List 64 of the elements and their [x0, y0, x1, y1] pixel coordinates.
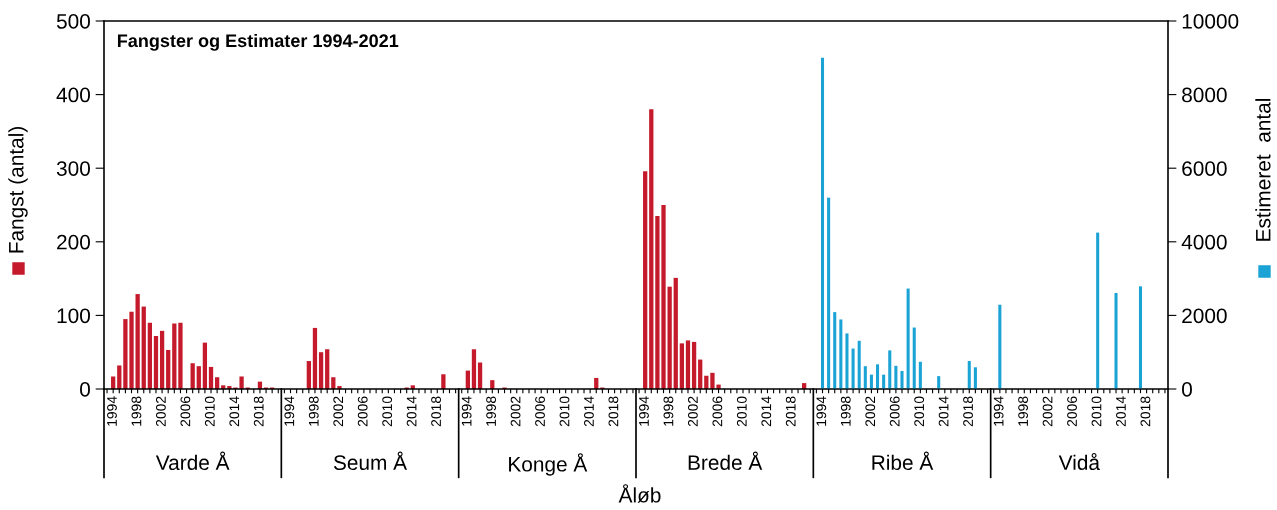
x-tick-label: 2002	[333, 396, 344, 427]
y-tick-label: 400	[56, 87, 90, 103]
y2-axis-title: Estimeret antal	[1255, 99, 1271, 241]
x-tick-label: 2010	[1091, 396, 1102, 427]
x-tick-label: 2002	[510, 396, 521, 427]
x-tick-label: 1998	[131, 396, 142, 426]
x-tick-label: 1998	[1018, 396, 1029, 426]
y-tick-label: 100	[57, 308, 90, 324]
x-tick-label: 2010	[559, 396, 570, 427]
x-tick-label: 1994	[107, 396, 117, 426]
x-tick-label: 2006	[1067, 396, 1077, 427]
x-tick-label: 2018	[963, 396, 973, 427]
x-tick-label: 2010	[204, 396, 215, 427]
x-tick-label: 2002	[1042, 396, 1053, 427]
x-tick-label: 2014	[406, 396, 417, 427]
x-tick-label: 2010	[914, 396, 925, 427]
y-axis-title: Fangst (antal)	[8, 127, 28, 253]
x-tick-label: 2018	[431, 396, 441, 427]
x-tick-label: 1998	[840, 396, 851, 426]
x-tick-label: 1994	[461, 396, 472, 426]
y2-tick-label: 4000	[1181, 234, 1227, 250]
x-tick-label: 1998	[486, 396, 497, 426]
x-axis-title: Åløb	[618, 484, 661, 503]
x-tick-label: 2018	[785, 396, 796, 427]
x-tick-label: 2014	[1116, 396, 1126, 427]
y-tick-label: 0	[80, 382, 90, 397]
text: Konge Å	[509, 453, 588, 476]
x-tick-label: 2006	[712, 396, 723, 427]
x-tick-label: 2006	[180, 396, 191, 427]
x-tick-label: 2006	[535, 396, 545, 427]
x-tick-label: 1994	[639, 396, 649, 426]
x-tick-label: 1998	[308, 396, 319, 426]
y2-tick-label: 8000	[1182, 87, 1227, 103]
x-tick-label: 2014	[761, 396, 772, 427]
x-tick-label: 2018	[608, 396, 619, 427]
x-tick-label: 2002	[155, 396, 166, 427]
x-tick-label: 2006	[357, 396, 368, 427]
x-tick-label: 2006	[889, 396, 900, 427]
y-tick-label: 500	[56, 14, 90, 29]
x-tick-label: 2010	[736, 396, 747, 427]
x-tick-label: 2002	[687, 396, 698, 427]
text: Vidå	[1058, 453, 1100, 471]
x-tick-label: 1998	[663, 396, 674, 426]
text: Ribe Å	[872, 451, 934, 471]
x-tick-label: 1994	[816, 396, 827, 426]
x-tick-label: 2002	[865, 396, 876, 427]
y2-tick-label: 0	[1182, 382, 1192, 397]
x-tick-label: 2014	[229, 396, 240, 427]
text: Varde Å	[155, 451, 230, 471]
x-tick-label: 1994	[284, 396, 295, 426]
x-tick-label: 2014	[938, 396, 949, 427]
x-tick-label: 1994	[993, 396, 1004, 426]
x-tick-label: 2010	[382, 396, 393, 427]
text: Seum Å	[333, 451, 408, 471]
y2-tick-label: 2000	[1182, 308, 1227, 324]
y-tick-label: 300	[56, 161, 90, 176]
y2-tick-label: 6000	[1182, 161, 1227, 176]
x-tick-label: 2018	[253, 396, 264, 427]
y-tick-label: 200	[57, 234, 90, 250]
text: Fangster og Estimater 1994-2021	[117, 33, 399, 51]
text: Brede Å	[688, 451, 763, 471]
x-tick-label: 2018	[1140, 396, 1151, 427]
y2-tick-label: 10000	[1182, 14, 1239, 29]
x-tick-label: 2014	[584, 396, 594, 427]
